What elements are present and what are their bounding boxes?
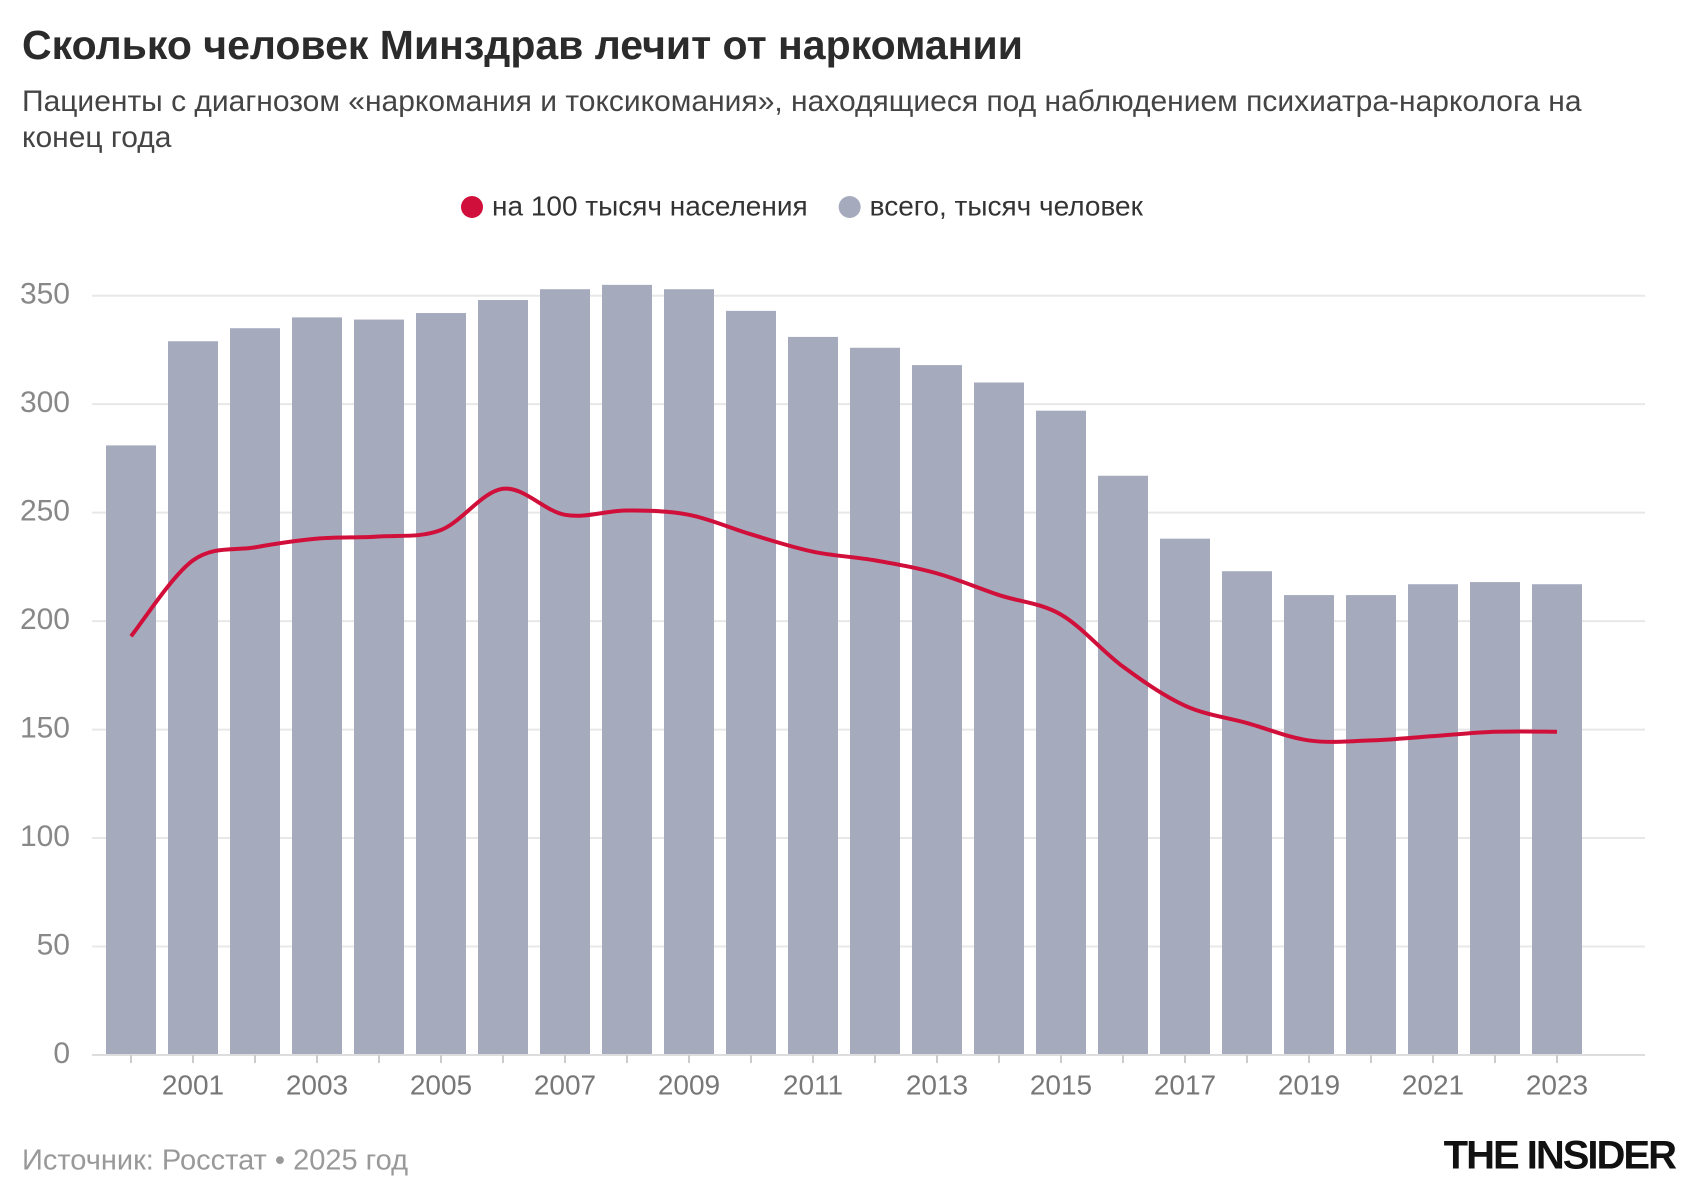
bar (106, 445, 156, 1055)
y-tick-label: 100 (20, 820, 70, 853)
x-tick-label: 2017 (1154, 1069, 1216, 1100)
x-tick-label: 2003 (286, 1069, 348, 1100)
bar (726, 310, 776, 1055)
x-tick-label: 2021 (1402, 1069, 1464, 1100)
bar (788, 336, 838, 1055)
source: Источник: Росстат • 2025 год (22, 1145, 408, 1177)
brand-logo: THE INSIDER (1444, 1134, 1677, 1178)
bar (1532, 584, 1582, 1055)
bar (478, 300, 528, 1055)
bar (416, 313, 466, 1055)
legend-swatch (461, 196, 483, 218)
y-tick-label: 350 (20, 278, 70, 311)
y-tick-label: 0 (53, 1037, 70, 1070)
x-tick-label: 2005 (410, 1069, 472, 1100)
bar (540, 289, 590, 1055)
x-tick-label: 2009 (658, 1069, 720, 1100)
legend: на 100 тысяч населения всего, тысяч челов… (461, 190, 1144, 221)
bar (974, 382, 1024, 1055)
bar (664, 289, 714, 1055)
bar (1408, 584, 1458, 1055)
x-tick-label: 2011 (783, 1069, 843, 1100)
legend-label: на 100 тысяч населения (492, 190, 808, 221)
chart-subtitle: Пациенты с диагнозом «наркомания и токси… (22, 85, 1582, 154)
bar (292, 317, 342, 1055)
y-tick-label: 200 (20, 603, 70, 636)
bar (230, 328, 280, 1056)
bar (1098, 475, 1148, 1056)
bar (1284, 595, 1334, 1055)
legend-label: всего, тысяч человек (870, 190, 1144, 221)
x-tick-label: 2013 (906, 1069, 968, 1100)
bar (1222, 571, 1272, 1055)
bar (354, 319, 404, 1055)
bar (912, 365, 962, 1055)
chart-title: Сколько человек Минздрав лечит от нарком… (22, 22, 1023, 68)
bar (1470, 582, 1520, 1055)
bar (602, 284, 652, 1055)
x-tick-label: 2001 (162, 1069, 224, 1100)
y-tick-label: 300 (20, 386, 70, 419)
bar (1346, 595, 1396, 1055)
y-tick-label: 150 (20, 712, 70, 745)
x-tick-label: 2015 (1030, 1069, 1092, 1100)
bar (850, 347, 900, 1055)
legend-swatch (838, 196, 861, 218)
bar (168, 341, 218, 1055)
y-tick-label: 50 (37, 928, 70, 961)
line (129, 486, 1558, 744)
x-tick-label: 2019 (1278, 1069, 1340, 1100)
bar (1036, 410, 1086, 1055)
bar (1160, 538, 1210, 1055)
y-tick-label: 250 (20, 495, 70, 528)
x-tick-label: 2007 (534, 1069, 596, 1100)
x-tick-label: 2023 (1526, 1069, 1588, 1100)
